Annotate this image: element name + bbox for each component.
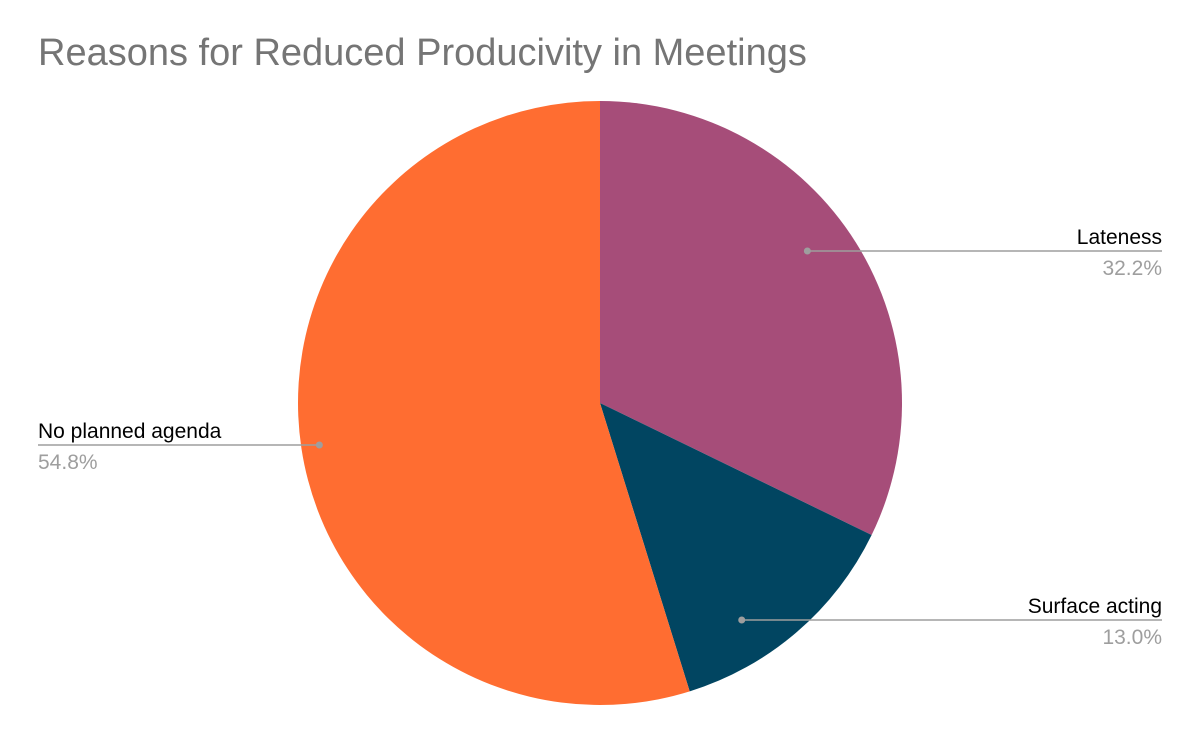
slice-label-lateness: Lateness bbox=[1077, 226, 1162, 249]
slice-value-surface-acting: 13.0% bbox=[1102, 626, 1162, 649]
slice-labels: Lateness 32.2% Surface acting 13.0% No plann… bbox=[38, 226, 1162, 649]
slice-value-lateness: 32.2% bbox=[1102, 257, 1162, 280]
slice-label-no-planned-agenda: No planned agenda bbox=[38, 420, 222, 443]
slice-value-no-planned-agenda: 54.8% bbox=[38, 451, 98, 474]
slice-label-surface-acting: Surface acting bbox=[1028, 595, 1162, 618]
leader-dot-no-planned-agenda bbox=[315, 441, 323, 449]
chart-title: Reasons for Reduced Producivity in Meeti… bbox=[38, 32, 807, 74]
leader-dot-surface-acting bbox=[738, 616, 746, 624]
pie-slice-no-planned-agenda bbox=[298, 101, 690, 706]
pie-slices bbox=[298, 101, 903, 706]
leader-dot-lateness bbox=[803, 247, 811, 255]
pie-slice-lateness bbox=[600, 101, 903, 536]
